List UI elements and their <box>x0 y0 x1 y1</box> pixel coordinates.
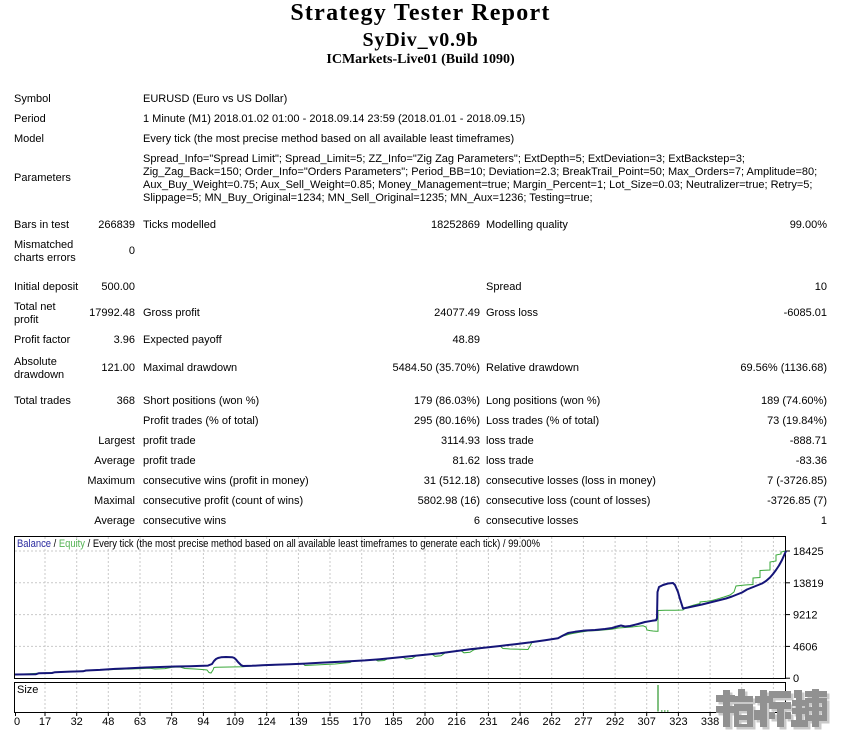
svg-text:231: 231 <box>479 716 497 728</box>
svg-text:262: 262 <box>543 716 561 728</box>
svg-text:338: 338 <box>701 716 719 728</box>
svg-text:0: 0 <box>14 716 20 728</box>
svg-text:292: 292 <box>606 716 624 728</box>
svg-text:246: 246 <box>511 716 529 728</box>
svg-text:48: 48 <box>102 716 114 728</box>
svg-text:216: 216 <box>448 716 466 728</box>
svg-text:17: 17 <box>39 716 51 728</box>
svg-text:13819: 13819 <box>793 578 824 590</box>
svg-text:170: 170 <box>353 716 371 728</box>
svg-text:323: 323 <box>669 716 687 728</box>
svg-text:139: 139 <box>289 716 307 728</box>
svg-text:185: 185 <box>384 716 402 728</box>
svg-text:0: 0 <box>793 673 799 685</box>
svg-text:63: 63 <box>134 716 146 728</box>
svg-text:94: 94 <box>197 716 209 728</box>
svg-text:307: 307 <box>638 716 656 728</box>
svg-text:124: 124 <box>258 716 276 728</box>
svg-text:155: 155 <box>321 716 339 728</box>
svg-text:Balance / Equity / Every tick: Balance / Equity / Every tick (the most … <box>17 538 540 550</box>
svg-text:78: 78 <box>166 716 178 728</box>
svg-text:Size: Size <box>17 684 38 696</box>
svg-text:9212: 9212 <box>793 610 817 622</box>
svg-text:277: 277 <box>574 716 592 728</box>
svg-text:32: 32 <box>71 716 83 728</box>
svg-text:18425: 18425 <box>793 546 824 558</box>
svg-text:200: 200 <box>416 716 434 728</box>
svg-text:4606: 4606 <box>793 641 817 653</box>
svg-text:109: 109 <box>226 716 244 728</box>
